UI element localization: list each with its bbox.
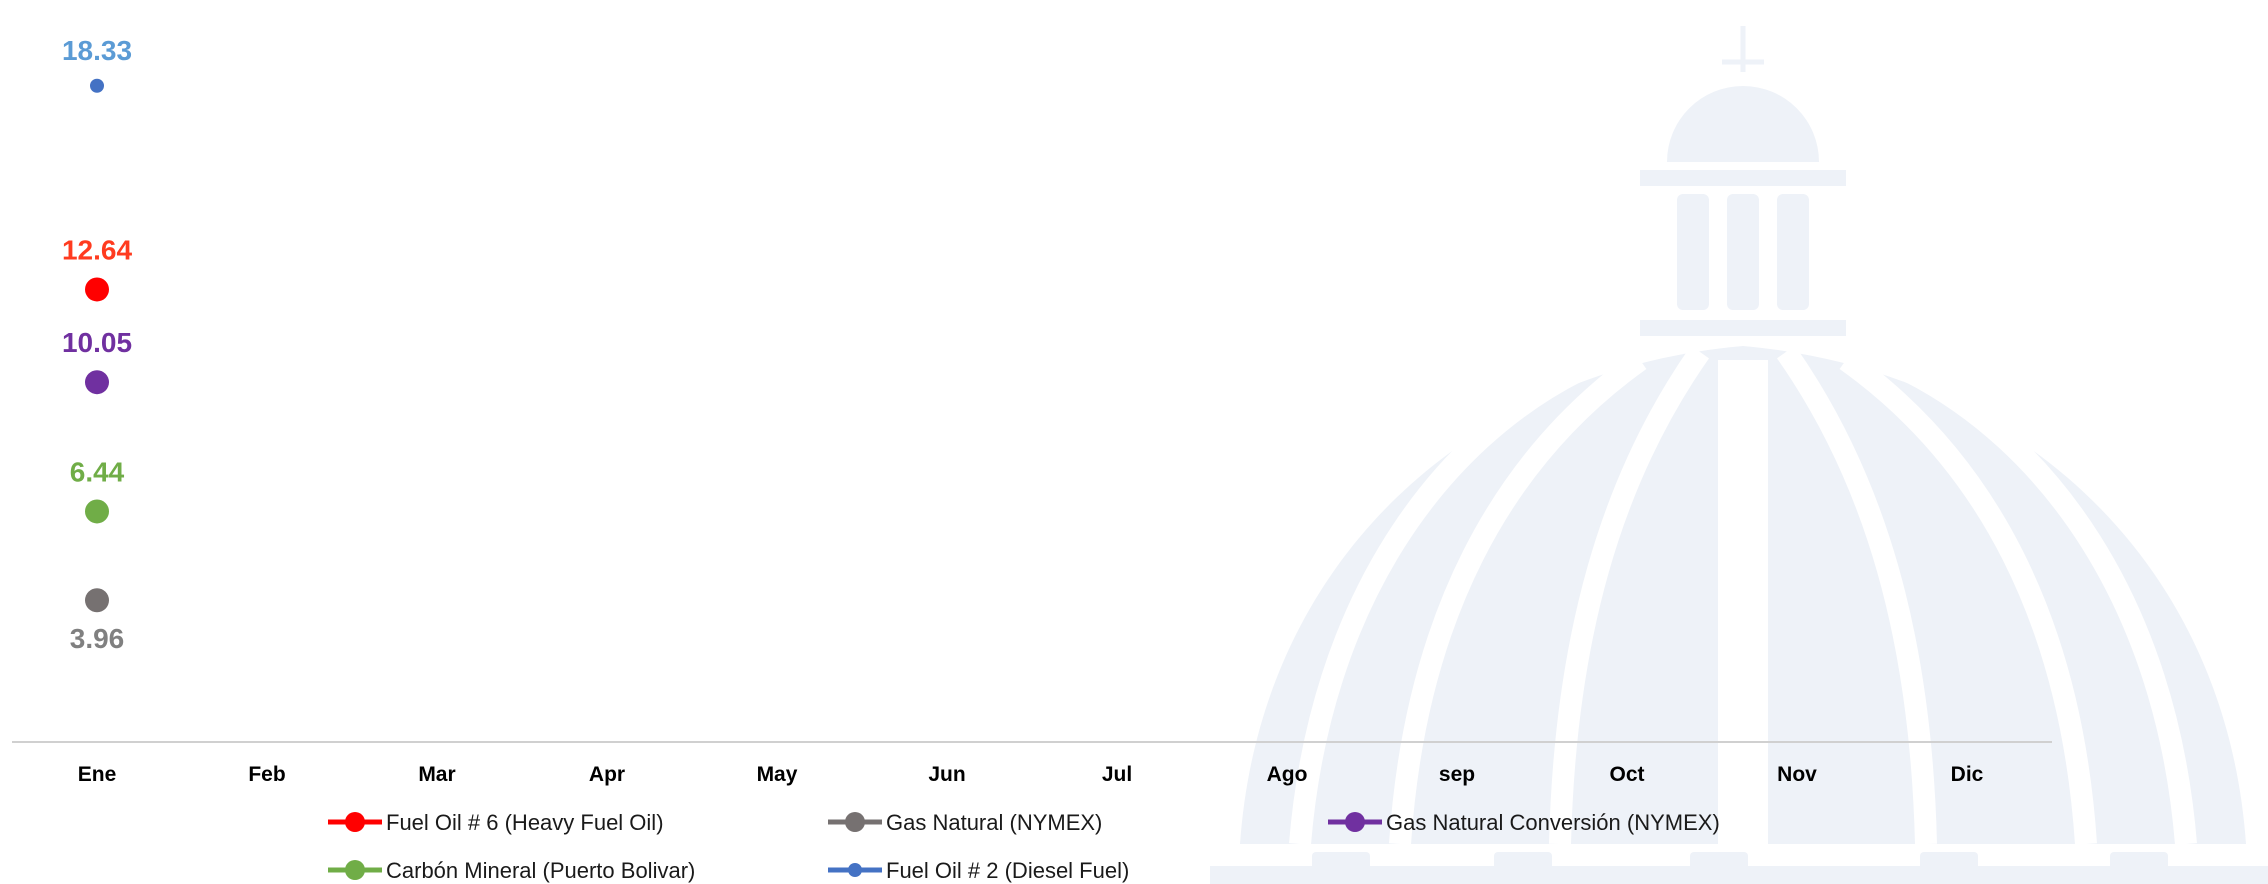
legend-label: Carbón Mineral (Puerto Bolivar) <box>386 858 695 883</box>
x-tick-label: Oct <box>1609 763 1644 786</box>
x-tick-label: sep <box>1439 763 1475 786</box>
data-label: 10.05 <box>62 327 132 358</box>
legend-label: Gas Natural Conversión (NYMEX) <box>1386 810 1720 835</box>
x-tick-label: Apr <box>589 763 625 786</box>
data-label: 12.64 <box>62 234 132 265</box>
x-tick-label: Jun <box>928 763 965 786</box>
x-tick-label: Ago <box>1267 763 1308 786</box>
data-point <box>85 588 109 613</box>
data-point <box>85 370 109 395</box>
legend-label: Fuel Oil # 6 (Heavy Fuel Oil) <box>386 810 664 835</box>
legend-item: Fuel Oil # 2 (Diesel Fuel) <box>828 858 1129 883</box>
legend-item: Gas Natural Conversión (NYMEX) <box>1328 810 1720 835</box>
series-1: 3.96 <box>70 588 125 654</box>
legend-item: Gas Natural (NYMEX) <box>828 810 1102 835</box>
x-tick-label: Jul <box>1102 763 1132 786</box>
data-label: 18.33 <box>62 35 132 66</box>
x-tick-label: Mar <box>418 763 455 786</box>
legend-item: Fuel Oil # 6 (Heavy Fuel Oil) <box>328 810 664 835</box>
series-0: 12.64 <box>62 234 132 302</box>
data-label: 6.44 <box>70 456 125 487</box>
data-point <box>90 78 104 93</box>
data-point <box>85 499 109 524</box>
series-3: 6.44 <box>70 456 125 524</box>
dome-cupola-icon <box>1667 86 1819 162</box>
x-tick-label: Dic <box>1951 763 1984 786</box>
series-2: 10.05 <box>62 327 132 395</box>
legend-item: Carbón Mineral (Puerto Bolivar) <box>328 858 695 883</box>
x-tick-label: May <box>757 763 798 786</box>
data-label: 3.96 <box>70 623 125 654</box>
legend-label: Fuel Oil # 2 (Diesel Fuel) <box>886 858 1129 883</box>
x-tick-label: Feb <box>248 763 285 786</box>
legend-label: Gas Natural (NYMEX) <box>886 810 1102 835</box>
data-point <box>85 277 109 302</box>
series-4: 18.33 <box>62 35 132 93</box>
x-tick-label: Nov <box>1777 763 1817 786</box>
x-tick-label: Ene <box>78 763 117 786</box>
